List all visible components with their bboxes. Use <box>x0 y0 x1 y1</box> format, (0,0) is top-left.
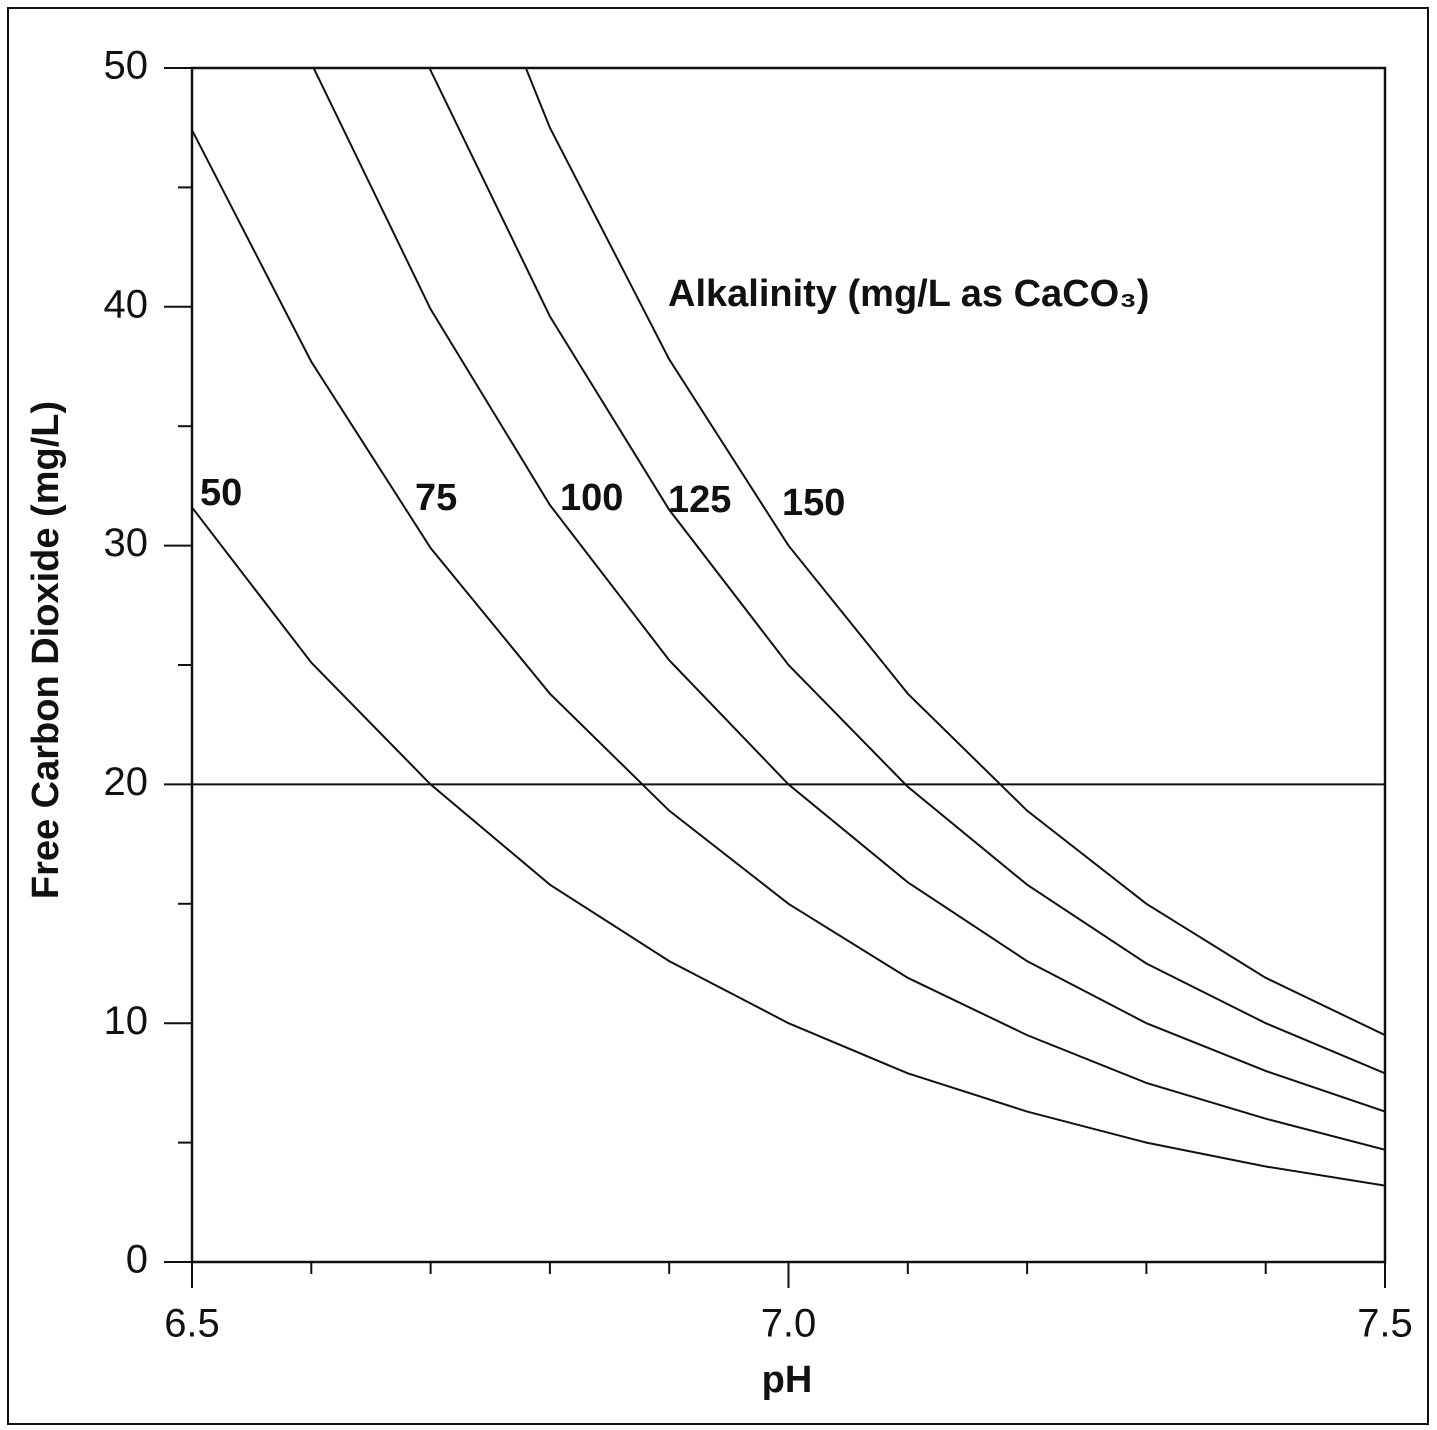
y-tick-label: 50 <box>104 44 149 88</box>
series-label: 100 <box>560 477 623 519</box>
x-tick-label: 7.0 <box>761 1302 817 1346</box>
x-tick-label: 6.5 <box>164 1302 220 1346</box>
annotation: Alkalinity (mg/L as CaCO₃) <box>668 273 1149 315</box>
plot-area <box>192 68 1385 1187</box>
y-tick-label: 20 <box>104 760 149 804</box>
curve <box>428 68 1385 1075</box>
y-tick-label: 30 <box>104 521 149 565</box>
curve <box>192 129 1385 1151</box>
frame <box>7 7 1429 1425</box>
curve <box>524 68 1385 1037</box>
x-tick-label: 7.5 <box>1357 1302 1413 1346</box>
y-tick-label: 10 <box>104 999 149 1043</box>
curve <box>312 68 1385 1113</box>
series-label: 150 <box>782 482 845 524</box>
curve <box>192 506 1385 1187</box>
y-tick-label: 0 <box>126 1238 148 1282</box>
y-axis-label: Free Carbon Dioxide (mg/L) <box>25 401 67 899</box>
x-axis-label: pH <box>762 1359 813 1401</box>
series-label: 50 <box>200 472 242 514</box>
y-tick-label: 40 <box>104 282 149 326</box>
series-label: 75 <box>415 477 457 519</box>
series-label: 125 <box>668 479 731 521</box>
